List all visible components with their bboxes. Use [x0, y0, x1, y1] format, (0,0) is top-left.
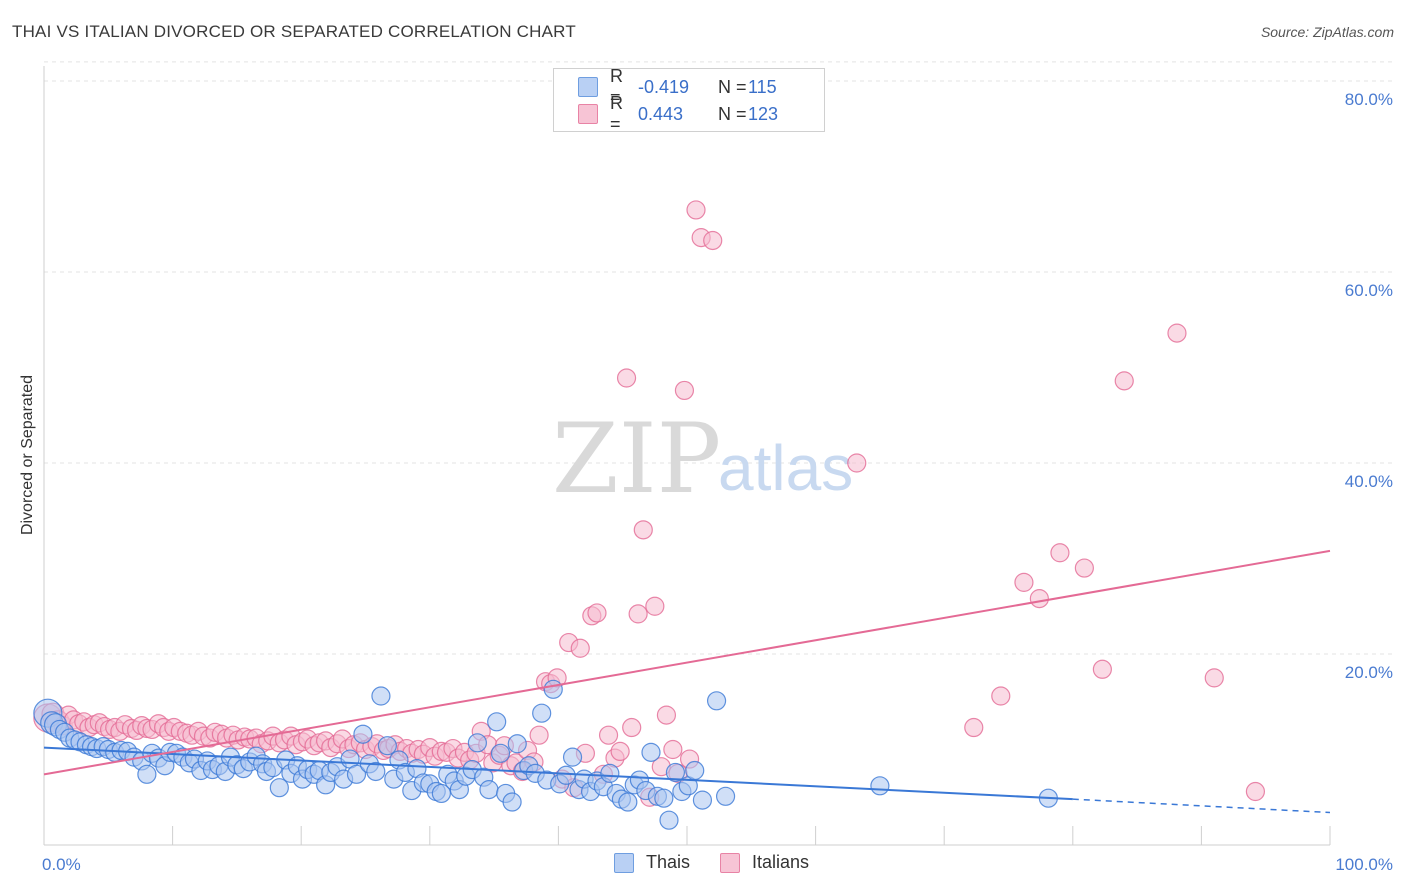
thais-points: [33, 679, 1058, 830]
thais-point: [562, 747, 583, 767]
thais-point: [377, 736, 397, 756]
italians-point: [991, 686, 1011, 706]
x-tick-label-min: 0.0%: [42, 855, 81, 874]
legend-r-value-thais: -0.419: [638, 76, 690, 97]
series-swatch-thais: [614, 852, 634, 873]
legend-swatch-italians: [578, 104, 598, 124]
italians-point: [1092, 659, 1112, 679]
italians-point: [1074, 558, 1094, 578]
italians-point: [633, 520, 653, 540]
watermark: ZIP atlas: [552, 403, 853, 515]
y-tick-label-20: 20.0%: [1345, 663, 1393, 682]
legend-r-label: R =: [610, 93, 623, 134]
thais-point: [467, 733, 487, 753]
legend-row-thais: R = -0.419 N = 115: [578, 66, 777, 107]
thais-point: [269, 778, 289, 798]
series-swatch-italians: [720, 852, 741, 873]
thais-point: [137, 764, 157, 784]
axes: [43, 66, 1331, 846]
italians-point: [628, 604, 648, 624]
legend-row-italians: R = 0.443 N = 123: [578, 93, 779, 134]
legend-n-label: N =: [718, 103, 747, 124]
italians-point: [598, 725, 619, 745]
series-legend: Thais Italians: [614, 852, 839, 873]
series-label-italians: Italians: [752, 852, 810, 872]
x-tick-label-max: 100.0%: [1335, 855, 1393, 874]
legend-n-label: N =: [718, 76, 747, 97]
italians-point: [1245, 781, 1266, 802]
italians-point: [1204, 668, 1224, 688]
thais-point: [353, 724, 373, 744]
italians-point: [1014, 572, 1034, 592]
thais-point: [487, 712, 507, 732]
thais-point: [654, 788, 674, 808]
legend-r-value-italians: 0.443: [638, 103, 684, 124]
thais-point: [715, 786, 736, 806]
series-legend-italians: Italians: [720, 852, 809, 873]
watermark-atlas: atlas: [718, 432, 853, 504]
y-tick-label-80: 80.0%: [1345, 90, 1393, 109]
italians-point: [964, 717, 984, 738]
legend-n-value-thais: 115: [748, 76, 777, 97]
grid-lines: [44, 61, 1393, 655]
thais-point: [600, 763, 620, 783]
italians-point: [686, 200, 706, 220]
y-tick-labels: 20.0% 40.0% 60.0% 80.0%: [1345, 90, 1393, 682]
italians-point: [663, 739, 683, 760]
italians-point: [645, 596, 665, 616]
italians-point: [847, 453, 867, 473]
series-legend-thais: Thais: [614, 852, 690, 873]
y-tick-label-40: 40.0%: [1345, 472, 1393, 491]
italians-point: [622, 717, 642, 738]
thais-trend-line: [43, 746, 1073, 801]
chart-title: THAI VS ITALIAN DIVORCED OR SEPARATED CO…: [12, 22, 576, 41]
italians-point: [570, 638, 590, 658]
thais-point: [431, 783, 451, 804]
thais-point: [870, 776, 890, 796]
italians-trend-line: [43, 549, 1331, 776]
thais-trend-extension: [1072, 798, 1331, 814]
italians-point: [610, 741, 630, 762]
italians-point: [1050, 543, 1070, 563]
thais-point: [502, 792, 522, 812]
italians-point: [529, 725, 549, 745]
thais-point: [706, 691, 727, 711]
thais-point: [479, 780, 499, 800]
italians-point: [1114, 371, 1134, 391]
watermark-zip: ZIP: [552, 403, 721, 515]
thais-point: [641, 742, 661, 762]
trend-lines: [43, 549, 1331, 814]
source-label: Source: ZipAtlas.com: [1260, 24, 1394, 40]
y-tick-label-60: 60.0%: [1345, 281, 1393, 300]
italians-point: [1167, 323, 1187, 343]
legend-swatch-thais: [578, 77, 598, 97]
legend-r-label: R =: [610, 66, 623, 107]
series-label-thais: Thais: [646, 852, 691, 872]
thais-point: [618, 792, 638, 812]
thais-point: [490, 743, 511, 763]
thais-point: [556, 765, 576, 785]
italians-point: [656, 705, 677, 725]
thais-point: [371, 686, 391, 706]
thais-point: [692, 790, 713, 810]
thais-point: [507, 734, 527, 754]
thais-point: [543, 679, 563, 699]
italians-point: [616, 368, 637, 388]
italians-point: [674, 380, 695, 401]
thais-point: [366, 761, 386, 782]
italians-point: [703, 230, 723, 251]
thais-point: [346, 764, 367, 784]
legend-n-value-italians: 123: [748, 103, 779, 124]
thais-point: [685, 760, 705, 781]
thais-point: [665, 762, 686, 783]
italians-point: [587, 603, 607, 623]
correlation-legend: R = -0.419 N = 115 R = 0.443 N = 123: [553, 66, 825, 134]
thais-point: [659, 810, 679, 830]
thais-point: [532, 703, 552, 723]
italians-point: [1029, 589, 1049, 609]
